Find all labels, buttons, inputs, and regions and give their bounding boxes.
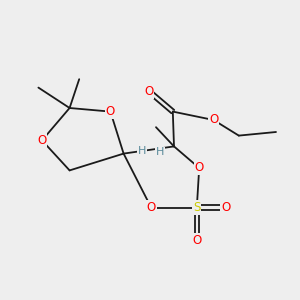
Text: O: O	[38, 134, 46, 147]
Text: H: H	[137, 146, 146, 156]
Text: O: O	[192, 233, 201, 247]
Text: S: S	[193, 201, 200, 214]
Text: O: O	[147, 201, 156, 214]
Text: O: O	[195, 161, 204, 175]
Text: O: O	[221, 201, 230, 214]
Text: O: O	[209, 113, 218, 127]
Text: O: O	[144, 85, 153, 98]
Text: O: O	[106, 105, 115, 118]
Text: H: H	[155, 147, 164, 158]
